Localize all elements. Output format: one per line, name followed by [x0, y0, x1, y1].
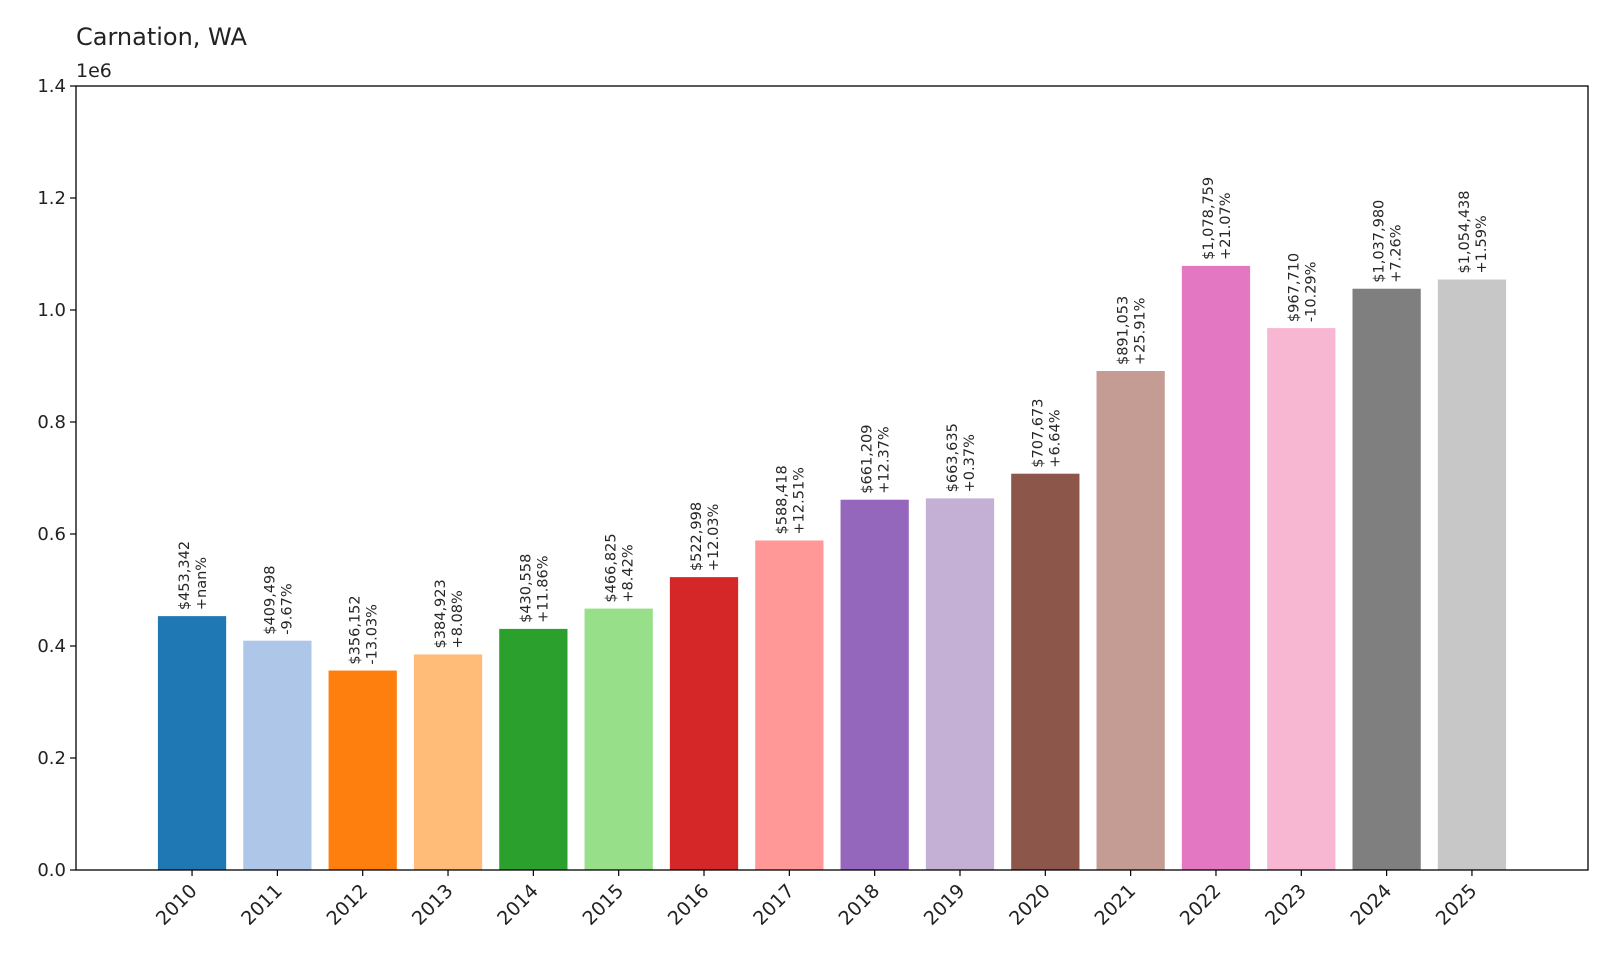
- value-label-2016: $522,998: [689, 502, 705, 571]
- bar-2013: [413, 654, 483, 870]
- y-tick-label: 0.2: [37, 748, 66, 769]
- bar-2012: [328, 670, 397, 870]
- y-tick-label: 1.0: [37, 300, 66, 321]
- chart-title: Carnation, WA: [76, 23, 247, 51]
- value-label-2011: $409,498: [262, 565, 278, 634]
- bar-2024: [1352, 288, 1421, 870]
- value-label-2023: $967,710: [1286, 253, 1302, 322]
- value-label-2013: $384,923: [433, 579, 449, 648]
- x-tick-label-2017: 2017: [749, 880, 799, 930]
- y-axis-offset-label: 1e6: [76, 60, 112, 82]
- value-label-2024: $1,037,980: [1372, 200, 1388, 283]
- change-label-2019: +0.37%: [962, 434, 978, 492]
- bar-2016: [669, 577, 739, 870]
- x-tick-label-2021: 2021: [1090, 880, 1140, 930]
- value-label-2021: $891,053: [1116, 296, 1132, 365]
- value-label-2022: $1,078,759: [1201, 177, 1217, 260]
- change-label-2014: +11.86%: [535, 555, 551, 622]
- x-tick-label-2014: 2014: [493, 880, 543, 930]
- bar-2025: [1437, 279, 1507, 870]
- x-tick-label-2023: 2023: [1261, 880, 1311, 930]
- change-label-2022: +21.07%: [1218, 192, 1234, 259]
- value-label-2014: $430,558: [518, 554, 534, 623]
- x-tick-label-2012: 2012: [322, 880, 372, 930]
- bar-2017: [755, 540, 824, 870]
- bar-2015: [584, 608, 653, 870]
- change-label-2025: +1.59%: [1474, 215, 1490, 273]
- y-tick-label: 1.4: [37, 76, 66, 97]
- x-tick-label-2022: 2022: [1176, 880, 1226, 930]
- bar-2014: [499, 628, 568, 870]
- bar-2010: [157, 616, 227, 870]
- value-label-2025: $1,054,438: [1457, 190, 1473, 273]
- value-label-2012: $356,152: [348, 595, 364, 664]
- change-label-2012: -13.03%: [365, 604, 381, 665]
- y-tick-label: 0.8: [37, 412, 66, 433]
- change-label-2015: +8.42%: [621, 544, 637, 602]
- change-label-2013: +8.08%: [450, 590, 466, 648]
- bars-group: [157, 265, 1507, 870]
- change-label-2011: -9.67%: [279, 583, 295, 634]
- bar-2022: [1181, 265, 1251, 870]
- value-label-2017: $588,418: [774, 465, 790, 534]
- y-axis: 0.0 0.2 0.4 0.6 0.8 1.0 1.2 1.4: [37, 76, 76, 881]
- x-tick-label-2010: 2010: [152, 880, 202, 930]
- x-tick-label-2016: 2016: [664, 880, 714, 930]
- x-tick-label-2013: 2013: [408, 880, 458, 930]
- change-label-2010: +nan%: [194, 557, 210, 610]
- plot-frame: [75, 85, 1589, 871]
- change-label-2023: -10.29%: [1303, 262, 1319, 323]
- y-tick-label: 0.6: [37, 524, 66, 545]
- value-label-2010: $453,342: [177, 541, 193, 610]
- x-tick-label-2025: 2025: [1432, 880, 1482, 930]
- y-tick-label: 0.4: [37, 636, 66, 657]
- data-labels-group: $453,342 +nan% $409,498 -9.67% $356,152 -13.0…: [177, 177, 1490, 665]
- bar-2011: [243, 640, 312, 870]
- x-tick-label-2011: 2011: [237, 880, 287, 930]
- x-tick-label-2020: 2020: [1005, 880, 1055, 930]
- x-tick-label-2019: 2019: [920, 880, 970, 930]
- change-label-2021: +25.91%: [1133, 298, 1149, 365]
- x-tick-label-2015: 2015: [578, 880, 628, 930]
- change-label-2017: +12.51%: [791, 467, 807, 534]
- x-tick-label-2018: 2018: [834, 880, 884, 930]
- bar-2018: [840, 499, 909, 870]
- change-label-2018: +12.37%: [877, 426, 893, 493]
- bar-2020: [1011, 473, 1080, 870]
- value-label-2020: $707,673: [1030, 399, 1046, 468]
- change-label-2024: +7.26%: [1389, 225, 1405, 283]
- change-label-2020: +6.64%: [1047, 409, 1063, 467]
- y-tick-label: 0.0: [37, 860, 66, 881]
- x-axis: 2010 2011 2012 2013 2014 2015 2016 2017 2018 2019…: [152, 870, 1482, 930]
- bar-2021: [1096, 371, 1165, 870]
- value-label-2019: $663,635: [945, 423, 961, 492]
- value-label-2018: $661,209: [860, 425, 876, 494]
- value-label-2015: $466,825: [604, 533, 620, 602]
- change-label-2016: +12.03%: [706, 504, 722, 571]
- y-tick-label: 1.2: [37, 188, 66, 209]
- x-tick-label-2024: 2024: [1346, 880, 1396, 930]
- bar-2023: [1267, 328, 1336, 870]
- bar-2019: [925, 498, 995, 870]
